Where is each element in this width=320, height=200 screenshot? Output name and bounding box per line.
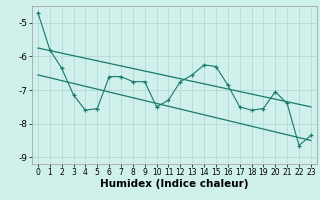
X-axis label: Humidex (Indice chaleur): Humidex (Indice chaleur) (100, 179, 249, 189)
